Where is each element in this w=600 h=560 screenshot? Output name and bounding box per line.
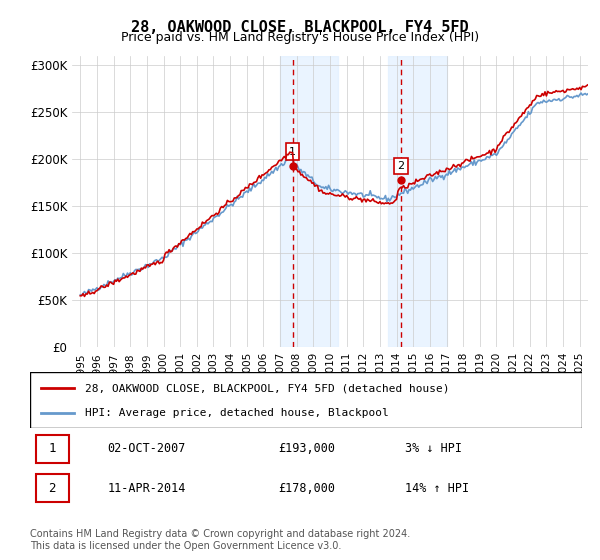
Text: HPI: Average price, detached house, Blackpool: HPI: Average price, detached house, Blac… xyxy=(85,408,389,418)
Text: 1: 1 xyxy=(289,147,296,157)
Text: £193,000: £193,000 xyxy=(278,442,335,455)
FancyBboxPatch shape xyxy=(35,435,68,463)
FancyBboxPatch shape xyxy=(35,474,68,502)
Bar xyxy=(280,56,338,347)
FancyBboxPatch shape xyxy=(30,372,582,428)
Bar xyxy=(388,56,446,347)
Text: 1: 1 xyxy=(49,442,56,455)
Text: 3% ↓ HPI: 3% ↓ HPI xyxy=(406,442,463,455)
Text: 2: 2 xyxy=(49,482,56,494)
Text: 28, OAKWOOD CLOSE, BLACKPOOL, FY4 5FD: 28, OAKWOOD CLOSE, BLACKPOOL, FY4 5FD xyxy=(131,20,469,35)
Text: 02-OCT-2007: 02-OCT-2007 xyxy=(107,442,185,455)
Text: Contains HM Land Registry data © Crown copyright and database right 2024.
This d: Contains HM Land Registry data © Crown c… xyxy=(30,529,410,551)
Text: Price paid vs. HM Land Registry's House Price Index (HPI): Price paid vs. HM Land Registry's House … xyxy=(121,31,479,44)
Text: 2: 2 xyxy=(398,161,404,171)
Text: 14% ↑ HPI: 14% ↑ HPI xyxy=(406,482,469,494)
Text: 11-APR-2014: 11-APR-2014 xyxy=(107,482,185,494)
Text: 28, OAKWOOD CLOSE, BLACKPOOL, FY4 5FD (detached house): 28, OAKWOOD CLOSE, BLACKPOOL, FY4 5FD (d… xyxy=(85,383,450,393)
Text: £178,000: £178,000 xyxy=(278,482,335,494)
